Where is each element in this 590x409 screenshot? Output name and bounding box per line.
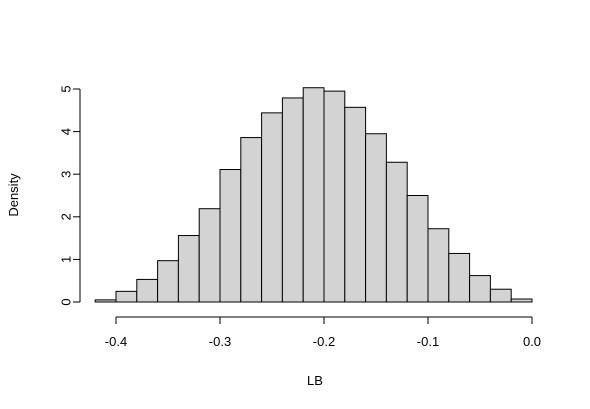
y-axis-label: Density xyxy=(6,173,21,217)
histogram-bar xyxy=(302,87,325,303)
histogram-bar xyxy=(365,133,387,303)
histogram-bar xyxy=(469,275,491,303)
y-tick-label: 4 xyxy=(59,128,74,135)
x-tick-label: 0.0 xyxy=(523,334,541,349)
histogram-bar xyxy=(136,278,159,303)
histogram-bar xyxy=(510,298,533,303)
x-tick-label: -0.2 xyxy=(313,334,335,349)
histogram-bar xyxy=(448,252,471,303)
histogram-bar xyxy=(406,195,429,303)
histogram-bar xyxy=(323,90,346,303)
x-tick-label: -0.3 xyxy=(209,334,231,349)
histogram-bar xyxy=(198,208,221,303)
y-tick-label: 0 xyxy=(59,298,74,305)
histogram-bar xyxy=(94,299,117,303)
x-tick-label: -0.1 xyxy=(417,334,439,349)
histogram-bar xyxy=(177,235,200,303)
histogram-bar xyxy=(157,260,179,303)
y-tick-label: 3 xyxy=(59,171,74,178)
y-axis: 0 1 2 3 4 5 xyxy=(59,85,81,306)
histogram-bar xyxy=(385,161,408,303)
y-tick-label: 5 xyxy=(59,85,74,92)
histogram-bar xyxy=(281,97,304,303)
y-tick-label: 2 xyxy=(59,213,74,220)
x-axis: -0.4 -0.3 -0.2 -0.1 0.0 xyxy=(105,316,541,349)
histogram-bar xyxy=(219,169,242,303)
histogram-bar xyxy=(344,106,367,303)
y-tick-label: 1 xyxy=(59,256,74,263)
histogram-bar xyxy=(489,288,512,303)
histogram-bars xyxy=(94,87,533,303)
histogram-bar xyxy=(427,228,450,303)
histogram-bar xyxy=(261,112,283,303)
x-axis-label: LB xyxy=(307,373,323,388)
histogram-bar xyxy=(240,137,263,303)
histogram-bar xyxy=(115,290,138,303)
x-tick-label: -0.4 xyxy=(105,334,127,349)
